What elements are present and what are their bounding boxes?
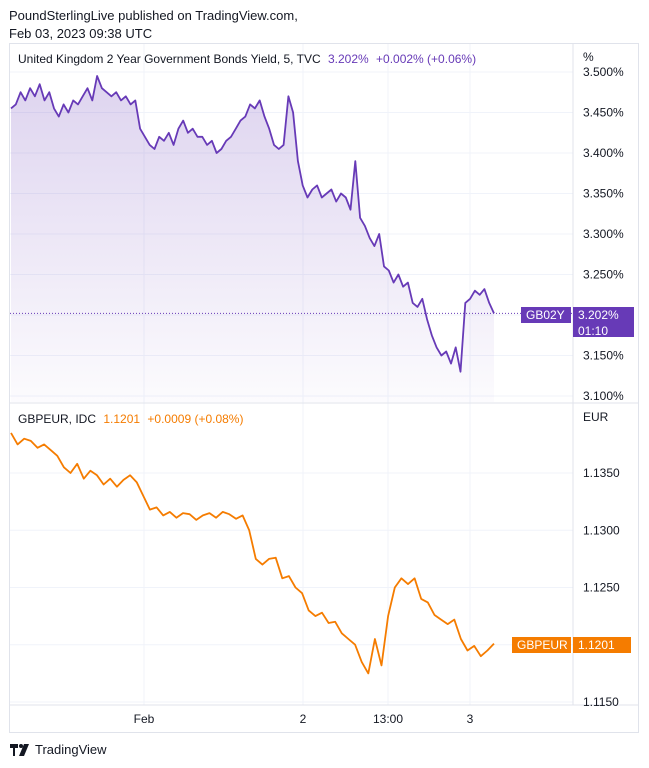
yield-tick-label: 3.300% bbox=[583, 227, 624, 241]
tradingview-logo-icon bbox=[10, 743, 29, 756]
yield-line bbox=[10, 75, 495, 373]
gbpeur-legend-name: GBPEUR, IDC bbox=[18, 412, 97, 426]
yield-legend[interactable]: United Kingdom 2 Year Government Bonds Y… bbox=[18, 52, 476, 66]
yield-price-scale[interactable]: 3.500%3.450%3.400%3.350%3.300%3.250%3.20… bbox=[583, 65, 624, 403]
yield-area-fill bbox=[11, 76, 494, 402]
gbpeur-legend[interactable]: GBPEUR, IDC 1.1201 +0.0009 (+0.08%) bbox=[18, 412, 243, 426]
yield-legend-last: 3.202% bbox=[327, 52, 369, 66]
gbpeur-tick-label: 1.1350 bbox=[583, 466, 620, 480]
gbpeur-pane[interactable] bbox=[10, 432, 495, 675]
yield-price-tag: 3.202% 01:10 bbox=[573, 307, 634, 338]
yield-legend-change: +0.002% (+0.06%) bbox=[376, 52, 477, 66]
tradingview-brand-text: TradingView bbox=[35, 742, 107, 757]
yield-tick-label: 3.400% bbox=[583, 146, 624, 160]
yield-price-tag-countdown: 01:10 bbox=[578, 324, 609, 338]
yield-unit-label: % bbox=[583, 50, 594, 64]
chart-frame[interactable] bbox=[9, 43, 639, 733]
gbpeur-tick-label: 1.1150 bbox=[583, 695, 619, 709]
time-tick-label: 13:00 bbox=[373, 712, 403, 726]
publisher-text: PoundSterlingLive published on TradingVi… bbox=[9, 8, 298, 23]
yield-price-tag-value: 3.202% bbox=[578, 308, 619, 322]
yield-tick-label: 3.350% bbox=[583, 187, 624, 201]
gbpeur-legend-change: +0.0009 (+0.08%) bbox=[147, 412, 244, 426]
gbpeur-legend-last: 1.1201 bbox=[103, 412, 141, 426]
yield-tick-label: 3.150% bbox=[583, 349, 624, 363]
yield-tick-label: 3.500% bbox=[583, 65, 624, 79]
publisher-caption: PoundSterlingLive published on TradingVi… bbox=[9, 7, 298, 43]
publish-timestamp: Feb 03, 2023 09:38 UTC bbox=[9, 26, 153, 41]
time-tick-label: Feb bbox=[134, 712, 155, 726]
yield-tick-label: 3.450% bbox=[583, 106, 624, 120]
tradingview-brand[interactable]: TradingView bbox=[10, 742, 107, 757]
gbpeur-tick-label: 1.1300 bbox=[583, 523, 620, 537]
bond-yield-pane[interactable] bbox=[10, 75, 573, 402]
gbpeur-unit-label: EUR bbox=[583, 410, 609, 424]
yield-symbol-tag: GB02Y bbox=[521, 307, 571, 323]
yield-tick-label: 3.250% bbox=[583, 268, 624, 282]
yield-legend-name: United Kingdom 2 Year Government Bonds Y… bbox=[18, 52, 321, 66]
gbpeur-symbol-tag: GBPEUR bbox=[512, 637, 571, 653]
time-tick-label: 3 bbox=[467, 712, 474, 726]
time-tick-label: 2 bbox=[300, 712, 307, 726]
gbpeur-tick-label: 1.1250 bbox=[583, 581, 620, 595]
time-scale[interactable]: Feb 2 13:00 3 bbox=[134, 712, 474, 726]
yield-tick-label: 3.100% bbox=[583, 389, 624, 403]
gbpeur-price-tag: 1.1201 bbox=[573, 637, 631, 653]
gbpeur-line bbox=[10, 432, 495, 675]
